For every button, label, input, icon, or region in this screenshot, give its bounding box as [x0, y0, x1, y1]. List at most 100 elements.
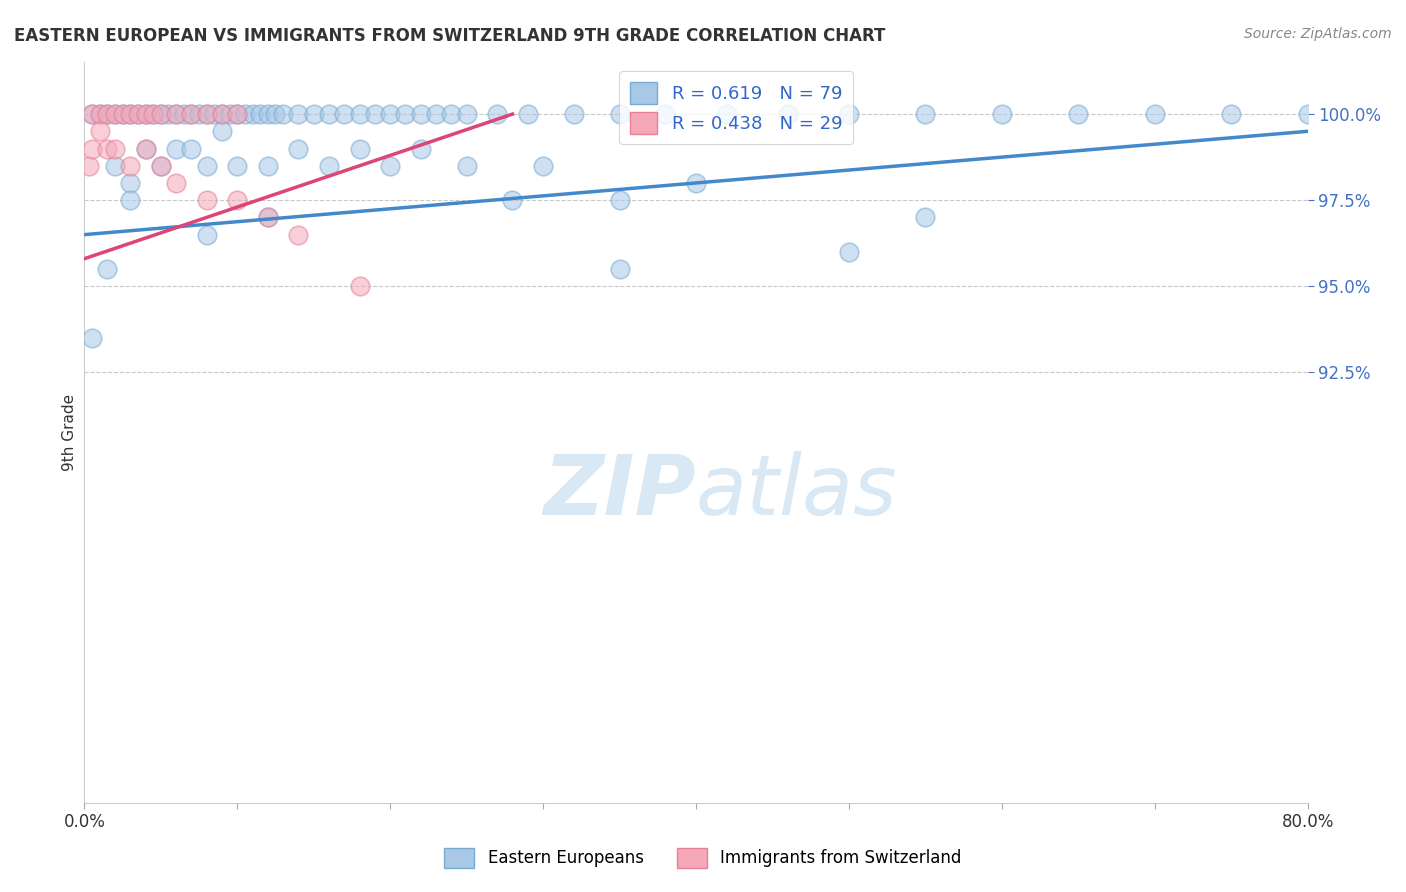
Text: EASTERN EUROPEAN VS IMMIGRANTS FROM SWITZERLAND 9TH GRADE CORRELATION CHART: EASTERN EUROPEAN VS IMMIGRANTS FROM SWIT…	[14, 27, 886, 45]
Point	[349, 107, 371, 121]
Point	[287, 142, 309, 156]
Point	[149, 159, 172, 173]
Point	[257, 107, 280, 121]
Point	[249, 107, 271, 121]
Point	[318, 107, 340, 121]
Legend: Eastern Europeans, Immigrants from Switzerland: Eastern Europeans, Immigrants from Switz…	[437, 841, 969, 875]
Point	[135, 142, 157, 156]
Point	[486, 107, 509, 121]
Point	[609, 193, 631, 207]
Point	[195, 107, 218, 121]
Point	[135, 107, 157, 121]
Point	[264, 107, 287, 121]
Legend: R = 0.619   N = 79, R = 0.438   N = 29: R = 0.619 N = 79, R = 0.438 N = 29	[620, 71, 853, 145]
Point	[195, 227, 218, 242]
Point	[380, 107, 402, 121]
Point	[271, 107, 294, 121]
Point	[409, 142, 432, 156]
Point	[394, 107, 416, 121]
Point	[127, 107, 149, 121]
Point	[242, 107, 264, 121]
Point	[1067, 107, 1090, 121]
Point	[165, 107, 187, 121]
Point	[233, 107, 256, 121]
Point	[364, 107, 387, 121]
Point	[96, 107, 118, 121]
Point	[142, 107, 165, 121]
Point	[776, 107, 799, 121]
Point	[562, 107, 585, 121]
Point	[991, 107, 1014, 121]
Point	[257, 211, 280, 225]
Text: Source: ZipAtlas.com: Source: ZipAtlas.com	[1244, 27, 1392, 41]
Point	[211, 107, 233, 121]
Point	[1220, 107, 1243, 121]
Point	[180, 142, 202, 156]
Point	[195, 107, 218, 121]
Point	[1296, 107, 1319, 121]
Point	[211, 107, 233, 121]
Point	[104, 107, 127, 121]
Text: atlas: atlas	[696, 451, 897, 533]
Point	[287, 107, 309, 121]
Point	[165, 142, 187, 156]
Point	[226, 107, 249, 121]
Point	[77, 159, 100, 173]
Point	[104, 142, 127, 156]
Text: ZIP: ZIP	[543, 451, 696, 533]
Point	[135, 107, 157, 121]
Point	[333, 107, 356, 121]
Point	[195, 193, 218, 207]
Point	[380, 159, 402, 173]
Point	[609, 107, 631, 121]
Point	[149, 107, 172, 121]
Point	[716, 107, 738, 121]
Point	[120, 107, 142, 121]
Point	[257, 211, 280, 225]
Point	[502, 193, 524, 207]
Point	[180, 107, 202, 121]
Point	[440, 107, 463, 121]
Point	[104, 107, 127, 121]
Point	[80, 107, 103, 121]
Point	[349, 279, 371, 293]
Point	[89, 107, 111, 121]
Point	[654, 107, 676, 121]
Point	[318, 159, 340, 173]
Point	[149, 159, 172, 173]
Point	[211, 124, 233, 138]
Point	[111, 107, 134, 121]
Point	[1143, 107, 1166, 121]
Point	[89, 107, 111, 121]
Point	[516, 107, 538, 121]
Point	[409, 107, 432, 121]
Point	[914, 211, 936, 225]
Point	[188, 107, 211, 121]
Point	[120, 159, 142, 173]
Point	[157, 107, 180, 121]
Point	[173, 107, 195, 121]
Point	[202, 107, 225, 121]
Point	[425, 107, 447, 121]
Point	[104, 159, 127, 173]
Point	[456, 159, 478, 173]
Point	[531, 159, 554, 173]
Point	[120, 176, 142, 190]
Point	[838, 107, 860, 121]
Point	[89, 124, 111, 138]
Point	[96, 262, 118, 277]
Point	[257, 159, 280, 173]
Point	[80, 142, 103, 156]
Point	[195, 159, 218, 173]
Point	[111, 107, 134, 121]
Point	[838, 244, 860, 259]
Point	[226, 193, 249, 207]
Point	[165, 176, 187, 190]
Point	[349, 142, 371, 156]
Point	[226, 107, 249, 121]
Point	[218, 107, 240, 121]
Point	[914, 107, 936, 121]
Point	[135, 142, 157, 156]
Point	[456, 107, 478, 121]
Point	[165, 107, 187, 121]
